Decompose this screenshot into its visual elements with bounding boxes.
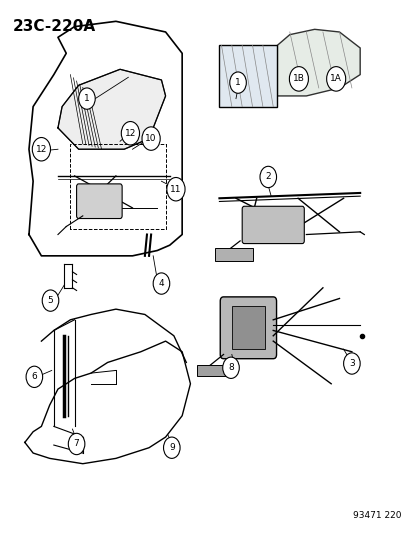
Bar (215, 248, 252, 261)
Circle shape (259, 166, 276, 188)
Circle shape (26, 366, 43, 387)
Text: 4: 4 (158, 279, 164, 288)
Text: 1: 1 (235, 78, 240, 87)
Text: 11: 11 (170, 185, 181, 193)
Circle shape (153, 273, 169, 294)
Text: 2: 2 (265, 173, 271, 181)
Circle shape (326, 67, 345, 91)
Circle shape (42, 290, 59, 311)
Circle shape (142, 127, 160, 150)
Text: 9: 9 (169, 443, 174, 452)
Text: 12: 12 (36, 145, 47, 154)
Bar (219, 45, 277, 107)
Circle shape (229, 72, 246, 93)
Text: 7: 7 (74, 440, 79, 448)
Circle shape (343, 353, 359, 374)
Text: 10: 10 (145, 134, 157, 143)
Text: 6: 6 (31, 373, 37, 381)
Bar (196, 365, 225, 376)
Polygon shape (277, 29, 359, 96)
Text: 3: 3 (348, 359, 354, 368)
Circle shape (121, 122, 139, 145)
FancyBboxPatch shape (76, 184, 122, 219)
Text: 1: 1 (84, 94, 90, 103)
Bar (231, 306, 264, 349)
Text: 8: 8 (228, 364, 233, 372)
FancyBboxPatch shape (242, 206, 304, 244)
FancyBboxPatch shape (220, 297, 276, 359)
Circle shape (78, 88, 95, 109)
Text: 1A: 1A (330, 75, 341, 83)
Circle shape (163, 437, 180, 458)
Circle shape (222, 357, 239, 378)
Polygon shape (58, 69, 165, 149)
Circle shape (32, 138, 50, 161)
Text: 93471 220: 93471 220 (352, 511, 401, 520)
Text: 5: 5 (47, 296, 53, 305)
Circle shape (166, 177, 185, 201)
Text: 12: 12 (124, 129, 136, 138)
Text: 23C-220A: 23C-220A (12, 19, 95, 34)
Text: 1B: 1B (292, 75, 304, 83)
Circle shape (68, 433, 85, 455)
Circle shape (289, 67, 308, 91)
